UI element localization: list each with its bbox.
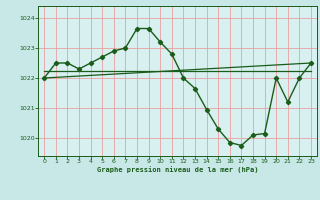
X-axis label: Graphe pression niveau de la mer (hPa): Graphe pression niveau de la mer (hPa): [97, 167, 258, 173]
